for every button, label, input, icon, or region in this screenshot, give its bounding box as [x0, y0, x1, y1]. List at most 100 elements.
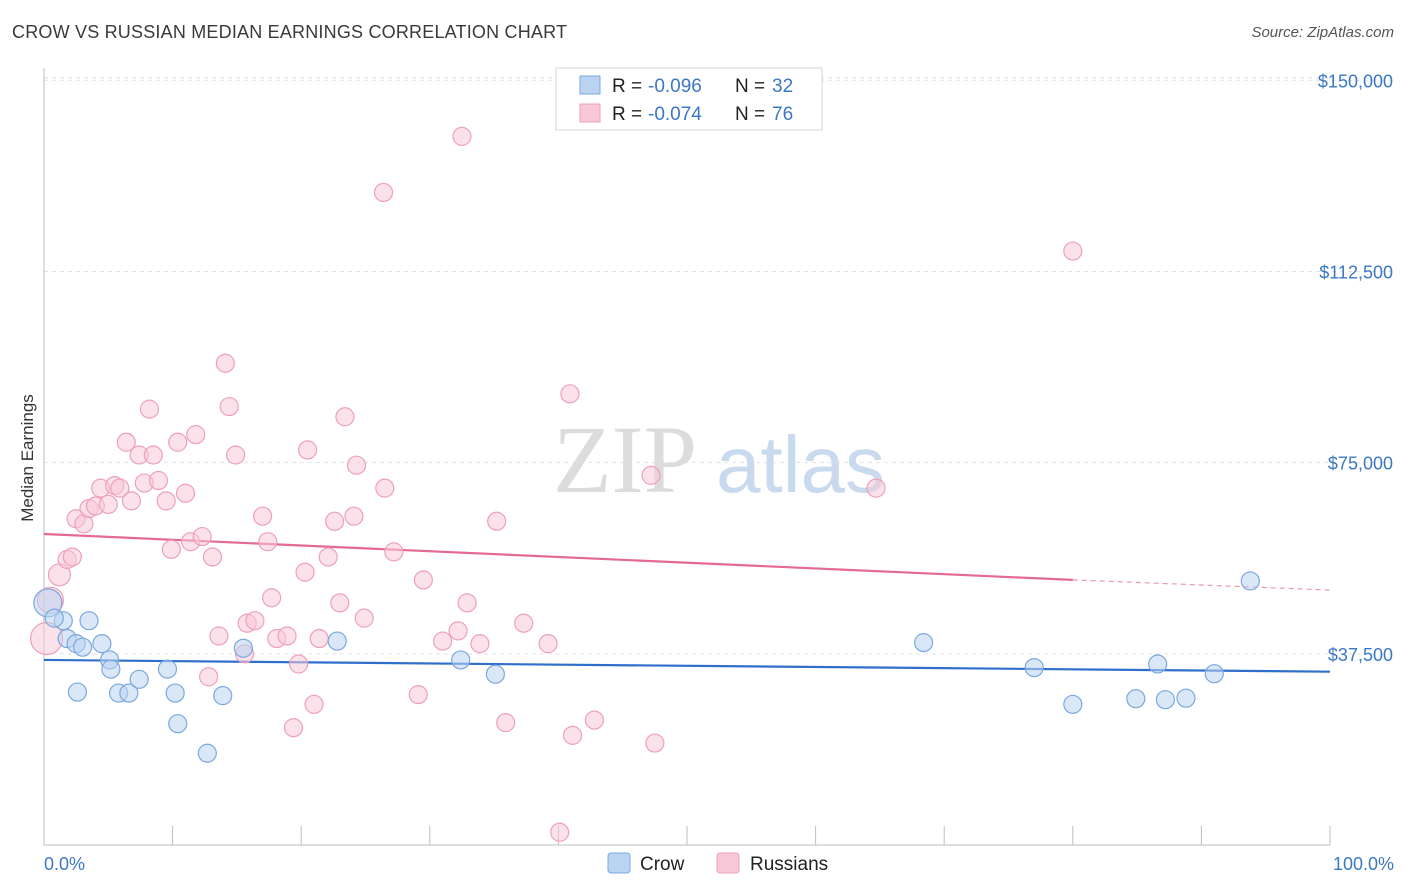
- russians-trend-extension: [1072, 579, 1331, 591]
- russians-trend-line: [43, 532, 1073, 582]
- russians-point: [1063, 241, 1083, 261]
- legend-crow-r-value: -0.096: [648, 76, 702, 97]
- crow-point: [67, 682, 88, 702]
- russians-point: [298, 440, 318, 460]
- russians-point: [245, 611, 265, 631]
- crow-point: [129, 669, 149, 689]
- crow-trend-line: [43, 658, 1331, 673]
- bottom-legend-swatch-russians: [716, 852, 740, 874]
- crow-point: [1176, 688, 1196, 708]
- y-tick-label: $150,000: [1318, 71, 1393, 91]
- russians-point: [309, 628, 329, 649]
- legend-rus-r-value: -0.074: [648, 104, 702, 125]
- russians-point: [156, 491, 176, 511]
- russians-point: [202, 547, 223, 567]
- axes: [43, 68, 1331, 846]
- russians-point: [866, 478, 886, 498]
- russians-point: [98, 494, 118, 515]
- russians-point: [192, 526, 212, 547]
- crow-point: [213, 686, 233, 706]
- source-label: Source: ZipAtlas.com: [1251, 24, 1394, 41]
- russians-point: [375, 478, 395, 498]
- russians-point: [143, 445, 163, 465]
- crow-point: [79, 611, 99, 631]
- russians-point: [344, 506, 364, 526]
- russians-point: [219, 396, 239, 417]
- legend-rus-n-label: N =: [735, 104, 765, 125]
- trend-lines: [43, 532, 1331, 673]
- russians-point: [496, 713, 516, 733]
- y-tick-label: $112,500: [1319, 262, 1393, 282]
- russians-point: [550, 822, 570, 842]
- russians-point: [139, 399, 160, 419]
- russians-point: [470, 634, 490, 654]
- legend: R = -0.096 N = 32 R = -0.074 N = 76: [555, 67, 823, 131]
- russians-point: [283, 718, 304, 738]
- russians-point: [161, 539, 181, 559]
- x-tick-label-min: 0.0%: [44, 854, 85, 874]
- russians-point: [253, 506, 273, 526]
- russians-point: [538, 634, 558, 654]
- russians-point: [226, 445, 246, 465]
- russians-point: [562, 725, 583, 745]
- legend-rus-n-value: 76: [772, 104, 793, 125]
- bottom-legend-crow: Crow: [640, 854, 685, 875]
- crow-point: [1204, 664, 1224, 684]
- crow-point: [1063, 694, 1083, 714]
- crow-point: [1024, 657, 1044, 678]
- russians-point: [209, 626, 229, 646]
- crow-point: [157, 659, 178, 679]
- crow-point: [1148, 654, 1168, 674]
- legend-crow-r-label: R =: [612, 76, 642, 97]
- russians-point: [560, 384, 580, 404]
- russians-point: [304, 694, 324, 714]
- crow-point: [451, 650, 471, 670]
- russians-point: [186, 425, 206, 445]
- russians-point: [346, 455, 367, 475]
- russians-point: [335, 407, 355, 427]
- crow-point: [197, 743, 217, 763]
- russians-point: [258, 532, 278, 552]
- bottom-legend-swatch-crow: [607, 852, 631, 874]
- russians-point: [645, 733, 665, 753]
- russians-point: [384, 542, 404, 562]
- russians-point: [110, 478, 130, 498]
- x-tick-label-max: 100.0%: [1333, 854, 1394, 874]
- russians-point: [175, 483, 196, 503]
- russians-point: [199, 667, 219, 687]
- watermark: ZIP atlas: [553, 406, 885, 513]
- crow-point: [485, 664, 505, 684]
- crow-point: [168, 714, 188, 734]
- bottom-legend: Crow Russians: [607, 852, 828, 875]
- y-tick-label: $37,500: [1328, 645, 1393, 665]
- russians-point: [325, 511, 345, 531]
- russians-point: [277, 626, 297, 646]
- russians-point: [168, 432, 188, 452]
- crow-point: [44, 608, 64, 628]
- russians-point: [289, 654, 309, 674]
- crow-point: [92, 634, 112, 654]
- crow-point: [72, 637, 93, 657]
- legend-crow-n-value: 32: [772, 76, 793, 97]
- russians-point: [215, 353, 235, 373]
- russians-point: [330, 593, 350, 613]
- crow-point: [1155, 690, 1175, 710]
- crow-point: [327, 631, 347, 651]
- russians-point: [116, 432, 136, 452]
- russians-point: [457, 593, 477, 613]
- watermark-atlas: atlas: [716, 420, 885, 509]
- legend-swatch-crow: [579, 75, 601, 95]
- russians-point: [373, 182, 394, 203]
- russians-point: [295, 562, 315, 582]
- crow-point: [101, 659, 121, 679]
- crow-point: [233, 638, 253, 658]
- russians-point: [452, 126, 472, 146]
- russians-point: [121, 491, 142, 511]
- russians-point: [584, 710, 605, 730]
- russians-point: [408, 685, 428, 705]
- watermark-zip: ZIP: [553, 406, 697, 513]
- russians-point: [354, 608, 374, 628]
- russians-point: [413, 570, 433, 590]
- crow-point: [119, 683, 139, 703]
